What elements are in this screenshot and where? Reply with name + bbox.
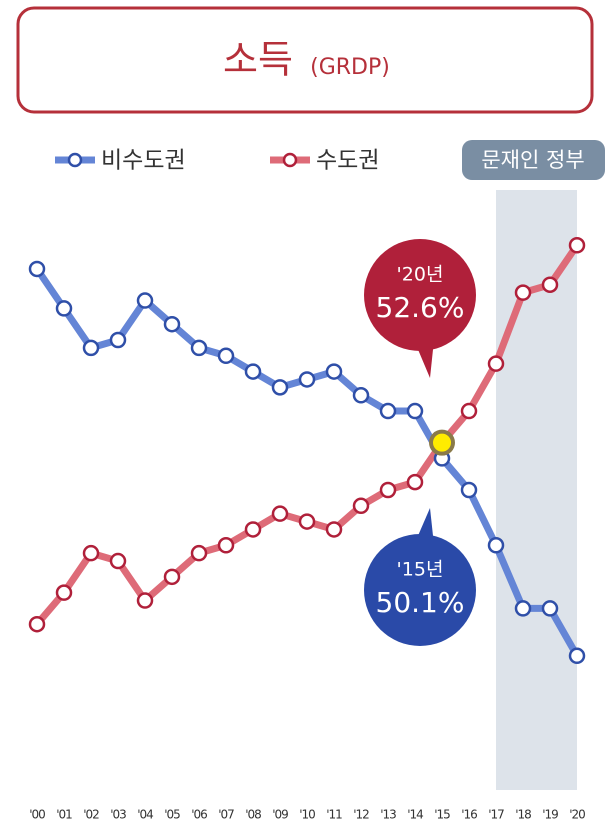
legend-label: 수도권 <box>316 148 379 174</box>
title-box <box>16 6 594 114</box>
point-marker <box>352 497 370 515</box>
x-tick-label: '19 <box>542 808 558 822</box>
point-marker <box>82 339 100 357</box>
x-tick-label: '12 <box>353 808 369 822</box>
callout-bubble <box>364 239 476 351</box>
point-marker <box>379 481 397 499</box>
point-marker <box>541 276 559 293</box>
point-marker <box>298 513 316 530</box>
callout-label: '20년 <box>397 264 444 286</box>
x-tick-label: '04 <box>137 808 153 822</box>
point-marker <box>244 363 262 380</box>
point-marker <box>325 363 343 380</box>
x-tick-label: '18 <box>515 808 531 822</box>
x-tick-label: '15 <box>434 808 450 822</box>
point-marker <box>271 505 289 522</box>
chart-title: 소득 <box>223 38 293 82</box>
point-marker <box>379 402 397 420</box>
callout-value: 52.6% <box>376 291 465 324</box>
point-marker <box>541 600 559 617</box>
legend-marker <box>282 152 298 168</box>
point-marker <box>487 537 505 554</box>
point-marker <box>217 347 235 365</box>
point-marker <box>28 615 46 633</box>
x-tick-label: '14 <box>407 808 423 822</box>
point-marker <box>55 300 73 317</box>
callout-label: '15년 <box>397 559 444 581</box>
x-tick-label: '09 <box>272 808 288 822</box>
point-marker <box>406 473 424 491</box>
point-marker <box>82 544 100 562</box>
point-marker <box>271 379 289 396</box>
point-marker <box>136 292 154 309</box>
point-marker <box>190 339 208 357</box>
x-tick-label: '05 <box>164 808 180 822</box>
point-marker <box>568 647 586 665</box>
shaded-label-box <box>462 140 605 180</box>
point-marker <box>514 600 532 617</box>
point-marker <box>244 521 262 538</box>
x-tick-label: '10 <box>299 808 315 822</box>
x-tick-label: '00 <box>29 808 45 822</box>
x-tick-label: '08 <box>245 808 261 822</box>
callout-bubble <box>364 534 476 646</box>
x-tick-label: '17 <box>488 808 504 822</box>
point-marker <box>109 552 127 570</box>
x-tick-label: '02 <box>83 808 99 822</box>
crossing-highlight <box>429 429 455 456</box>
point-marker <box>136 592 154 609</box>
shaded-label: 문재인 정부 <box>481 148 584 172</box>
x-tick-label: '13 <box>380 808 396 822</box>
point-marker <box>487 355 505 372</box>
x-tick-label: '16 <box>461 808 477 822</box>
chart-subtitle: (GRDP) <box>310 55 390 80</box>
callout-value: 50.1% <box>376 586 465 619</box>
x-tick-label: '11 <box>326 808 342 822</box>
shaded-range <box>496 190 577 790</box>
point-marker <box>514 284 532 301</box>
legend-marker <box>67 152 83 168</box>
point-marker <box>352 387 370 404</box>
point-marker <box>460 402 478 420</box>
point-marker <box>163 315 181 333</box>
x-tick-label: '20 <box>569 808 585 822</box>
x-tick-label: '03 <box>110 808 126 822</box>
point-marker <box>325 521 343 538</box>
x-tick-label: '07 <box>218 808 234 822</box>
point-marker <box>568 237 586 254</box>
point-marker <box>163 568 181 586</box>
point-marker <box>109 331 127 349</box>
point-marker <box>406 402 424 420</box>
legend-label: 비수도권 <box>101 148 186 174</box>
point-marker <box>217 537 235 554</box>
x-tick-label: '06 <box>191 808 207 822</box>
x-tick-label: '01 <box>56 808 72 822</box>
point-marker <box>55 584 73 601</box>
point-marker <box>190 544 208 562</box>
point-marker <box>28 260 46 278</box>
point-marker <box>298 371 316 388</box>
point-marker <box>460 481 478 499</box>
